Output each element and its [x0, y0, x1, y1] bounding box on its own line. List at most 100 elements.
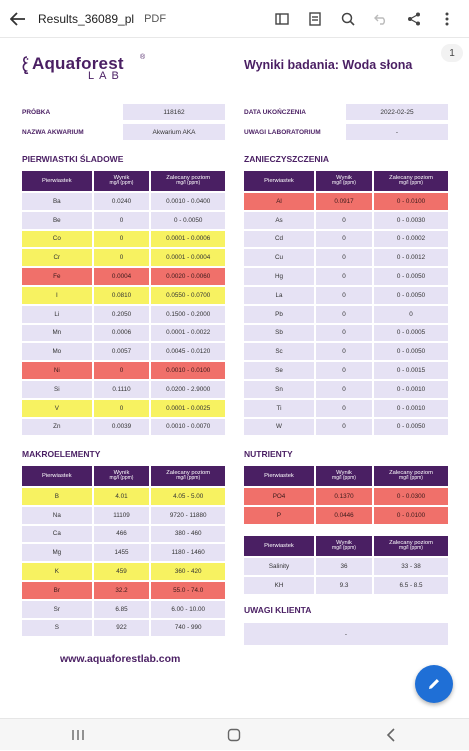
page-title: Wyniki badania: Woda słona	[244, 58, 413, 72]
meta-label-date: DATA UKOŃCZENIA	[244, 109, 306, 116]
header-recommended: Zalecany poziom mg/l (ppm)	[151, 171, 225, 191]
app-toolbar: Results_36089_pl PDF	[0, 0, 469, 38]
undo-icon[interactable]	[364, 0, 397, 38]
back-nav-icon[interactable]	[361, 719, 421, 751]
home-icon[interactable]	[204, 719, 264, 751]
table-row: As 0 0 - 0.0030	[244, 211, 448, 229]
cell-element: Ba	[22, 193, 92, 210]
cell-recommended: 380 - 460	[151, 525, 225, 543]
cell-result: 1455	[93, 544, 150, 562]
cell-element: Sr	[22, 600, 92, 618]
table-row: K 459 360 - 420	[22, 563, 225, 580]
table-row: V 0 0.0001 - 0.0025	[22, 399, 225, 417]
cell-recommended: 33 - 38	[374, 558, 448, 575]
more-vert-icon[interactable]	[430, 0, 463, 38]
table-row: Cd 0 0 - 0.0002	[244, 230, 448, 248]
cell-recommended: 0 - 0.0050	[374, 418, 448, 436]
cell-recommended: 740 - 990	[151, 619, 225, 637]
cell-recommended: 0.1500 - 0.2000	[151, 305, 225, 323]
cell-result: 0	[316, 230, 372, 248]
table-other: Pierwiastek Wynik mg/l (ppm) Zalecany pozio…	[242, 534, 450, 596]
table-macro: Pierwiastek Wynik mg/l (ppm) Zalecany pozio…	[20, 464, 227, 638]
cell-element: Mo	[22, 343, 92, 361]
meta-value-aquarium: Akwarium AKA	[123, 124, 225, 140]
cell-result: 9.3	[316, 576, 372, 594]
file-type: PDF	[144, 12, 167, 25]
cell-result: 0	[316, 249, 372, 267]
cell-result: 4.01	[93, 488, 150, 505]
table-row: Li 0.2050 0.1500 - 0.2000	[22, 305, 225, 323]
cell-element: Na	[22, 506, 92, 524]
cell-result: 0.0006	[93, 324, 150, 342]
table-row: Hg 0 0 - 0.0050	[244, 268, 448, 285]
cell-result: 0	[316, 343, 372, 361]
table-row: La 0 0 - 0.0050	[244, 286, 448, 304]
cell-recommended: 6.00 - 10.00	[151, 600, 225, 618]
cell-recommended: 0.0001 - 0.0025	[151, 399, 225, 417]
cell-element: Cr	[22, 249, 92, 267]
cell-element: S	[22, 619, 92, 637]
thumbnail-view-icon[interactable]	[265, 0, 298, 38]
cell-result: 0	[93, 230, 150, 248]
cell-element: La	[244, 286, 314, 304]
cell-result: 0	[93, 249, 150, 267]
table-row: Mo 0.0057 0.0045 - 0.0120	[22, 343, 225, 361]
table-nutrients: Pierwiastek Wynik mg/l (ppm) Zalecany pozio…	[242, 464, 450, 526]
logo-brand: Aquaforest	[32, 54, 124, 73]
table-row: PO4 0.1370 0 - 0.0300	[244, 488, 448, 505]
table-header-row: Pierwiastek Wynik mg/l (ppm) Zalecany pozio…	[244, 466, 448, 486]
cell-element: Al	[244, 193, 314, 210]
meta-value-sample: 118162	[123, 104, 225, 120]
edit-fab-button[interactable]	[415, 665, 453, 703]
cell-element: KH	[244, 576, 314, 594]
header-result: Wynik mg/l (ppm)	[316, 536, 372, 556]
cell-result: 0	[93, 362, 150, 379]
table-row: Ti 0 0 - 0.0010	[244, 399, 448, 417]
table-row: B 4.01 4.05 - 5.00	[22, 488, 225, 505]
cell-recommended: 0.0010 - 0.0400	[151, 193, 225, 210]
table-pollution: Pierwiastek Wynik mg/l (ppm) Zalecany pozio…	[242, 169, 450, 437]
cell-result: 0.1370	[316, 488, 372, 505]
cell-recommended: 0 - 0.0050	[374, 268, 448, 285]
table-row: Br 32.2 55.0 - 74.0	[22, 581, 225, 599]
cell-recommended: 0.0010 - 0.0070	[151, 418, 225, 436]
pdf-page: Aquaforest ® LAB Wyniki badania: Woda sł…	[0, 40, 469, 700]
cell-recommended: 0 - 0.0002	[374, 230, 448, 248]
cell-recommended: 0 - 0.0012	[374, 249, 448, 267]
website-link[interactable]: www.aquaforestlab.com	[60, 653, 181, 665]
header-result: Wynik mg/l (ppm)	[93, 171, 150, 191]
cell-element: Cu	[244, 249, 314, 267]
cell-result: 0.0039	[93, 418, 150, 436]
cell-recommended: 0.0200 - 2.9000	[151, 380, 225, 398]
meta-label-aquarium: NAZWA AKWARIUM	[22, 129, 84, 136]
share-icon[interactable]	[397, 0, 430, 38]
back-arrow-icon[interactable]	[0, 0, 36, 38]
cell-element: Se	[244, 362, 314, 379]
cell-result: 459	[93, 563, 150, 580]
cell-element: Zn	[22, 418, 92, 436]
cell-recommended: 0.0550 - 0.0700	[151, 286, 225, 304]
cell-result: 0.2050	[93, 305, 150, 323]
table-header-row: Pierwiastek Wynik mg/l (ppm) Zalecany pozio…	[22, 171, 225, 191]
cell-result: 0	[316, 418, 372, 436]
recent-apps-icon[interactable]	[48, 719, 108, 751]
table-row: KH 9.3 6.5 - 8.5	[244, 576, 448, 594]
cell-recommended: 0 - 0.0030	[374, 211, 448, 229]
cell-recommended: 1180 - 1460	[151, 544, 225, 562]
table-row: Fe 0.0004 0.0020 - 0.0060	[22, 268, 225, 285]
cell-result: 11109	[93, 506, 150, 524]
table-row: Cr 0 0.0001 - 0.0004	[22, 249, 225, 267]
section-title-trace: PIERWIASTKI ŚLADOWE	[22, 154, 124, 164]
cell-recommended: 0 - 0.0005	[374, 324, 448, 342]
cell-element: P	[244, 506, 314, 524]
cell-result: 0	[316, 268, 372, 285]
section-title-nutrients: NUTRIENTY	[244, 449, 293, 459]
cell-recommended: 0.0001 - 0.0004	[151, 249, 225, 267]
cell-result: 0.0004	[93, 268, 150, 285]
document-info-icon[interactable]	[298, 0, 331, 38]
table-row: Sn 0 0 - 0.0010	[244, 380, 448, 398]
cell-result: 0	[316, 380, 372, 398]
cell-element: As	[244, 211, 314, 229]
cell-result: 922	[93, 619, 150, 637]
search-icon[interactable]	[331, 0, 364, 38]
